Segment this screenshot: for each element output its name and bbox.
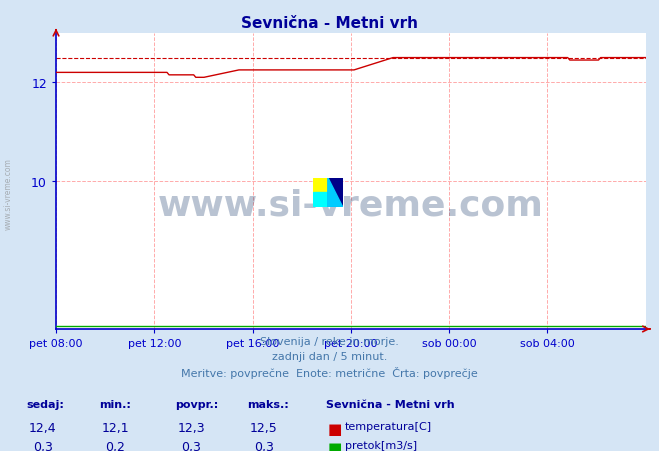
Text: zadnji dan / 5 minut.: zadnji dan / 5 minut. [272, 351, 387, 361]
Text: Slovenija / reke in morje.: Slovenija / reke in morje. [260, 336, 399, 346]
Text: 0,2: 0,2 [105, 440, 125, 451]
Text: 0,3: 0,3 [33, 440, 53, 451]
Text: 0,3: 0,3 [254, 440, 273, 451]
Text: pretok[m3/s]: pretok[m3/s] [345, 440, 416, 450]
Text: 0,3: 0,3 [181, 440, 201, 451]
Text: www.si-vreme.com: www.si-vreme.com [3, 158, 13, 230]
Text: Meritve: povprečne  Enote: metrične  Črta: povprečje: Meritve: povprečne Enote: metrične Črta:… [181, 366, 478, 378]
Text: Sevnična - Metni vrh: Sevnična - Metni vrh [326, 399, 455, 409]
Bar [313, 193, 328, 207]
Bar [313, 178, 328, 193]
Text: Sevnična - Metni vrh: Sevnična - Metni vrh [241, 16, 418, 31]
Text: 12,5: 12,5 [250, 421, 277, 434]
Text: sedaj:: sedaj: [26, 399, 64, 409]
Text: ■: ■ [328, 421, 342, 436]
Text: 12,3: 12,3 [177, 421, 205, 434]
Text: min.:: min.: [99, 399, 130, 409]
Text: temperatura[C]: temperatura[C] [345, 421, 432, 431]
Text: povpr.:: povpr.: [175, 399, 218, 409]
Text: www.si-vreme.com: www.si-vreme.com [158, 188, 544, 222]
Text: 12,1: 12,1 [101, 421, 129, 434]
Polygon shape [328, 178, 343, 207]
Text: ■: ■ [328, 440, 342, 451]
Text: maks.:: maks.: [247, 399, 289, 409]
Text: 12,4: 12,4 [29, 421, 57, 434]
Polygon shape [328, 178, 343, 207]
